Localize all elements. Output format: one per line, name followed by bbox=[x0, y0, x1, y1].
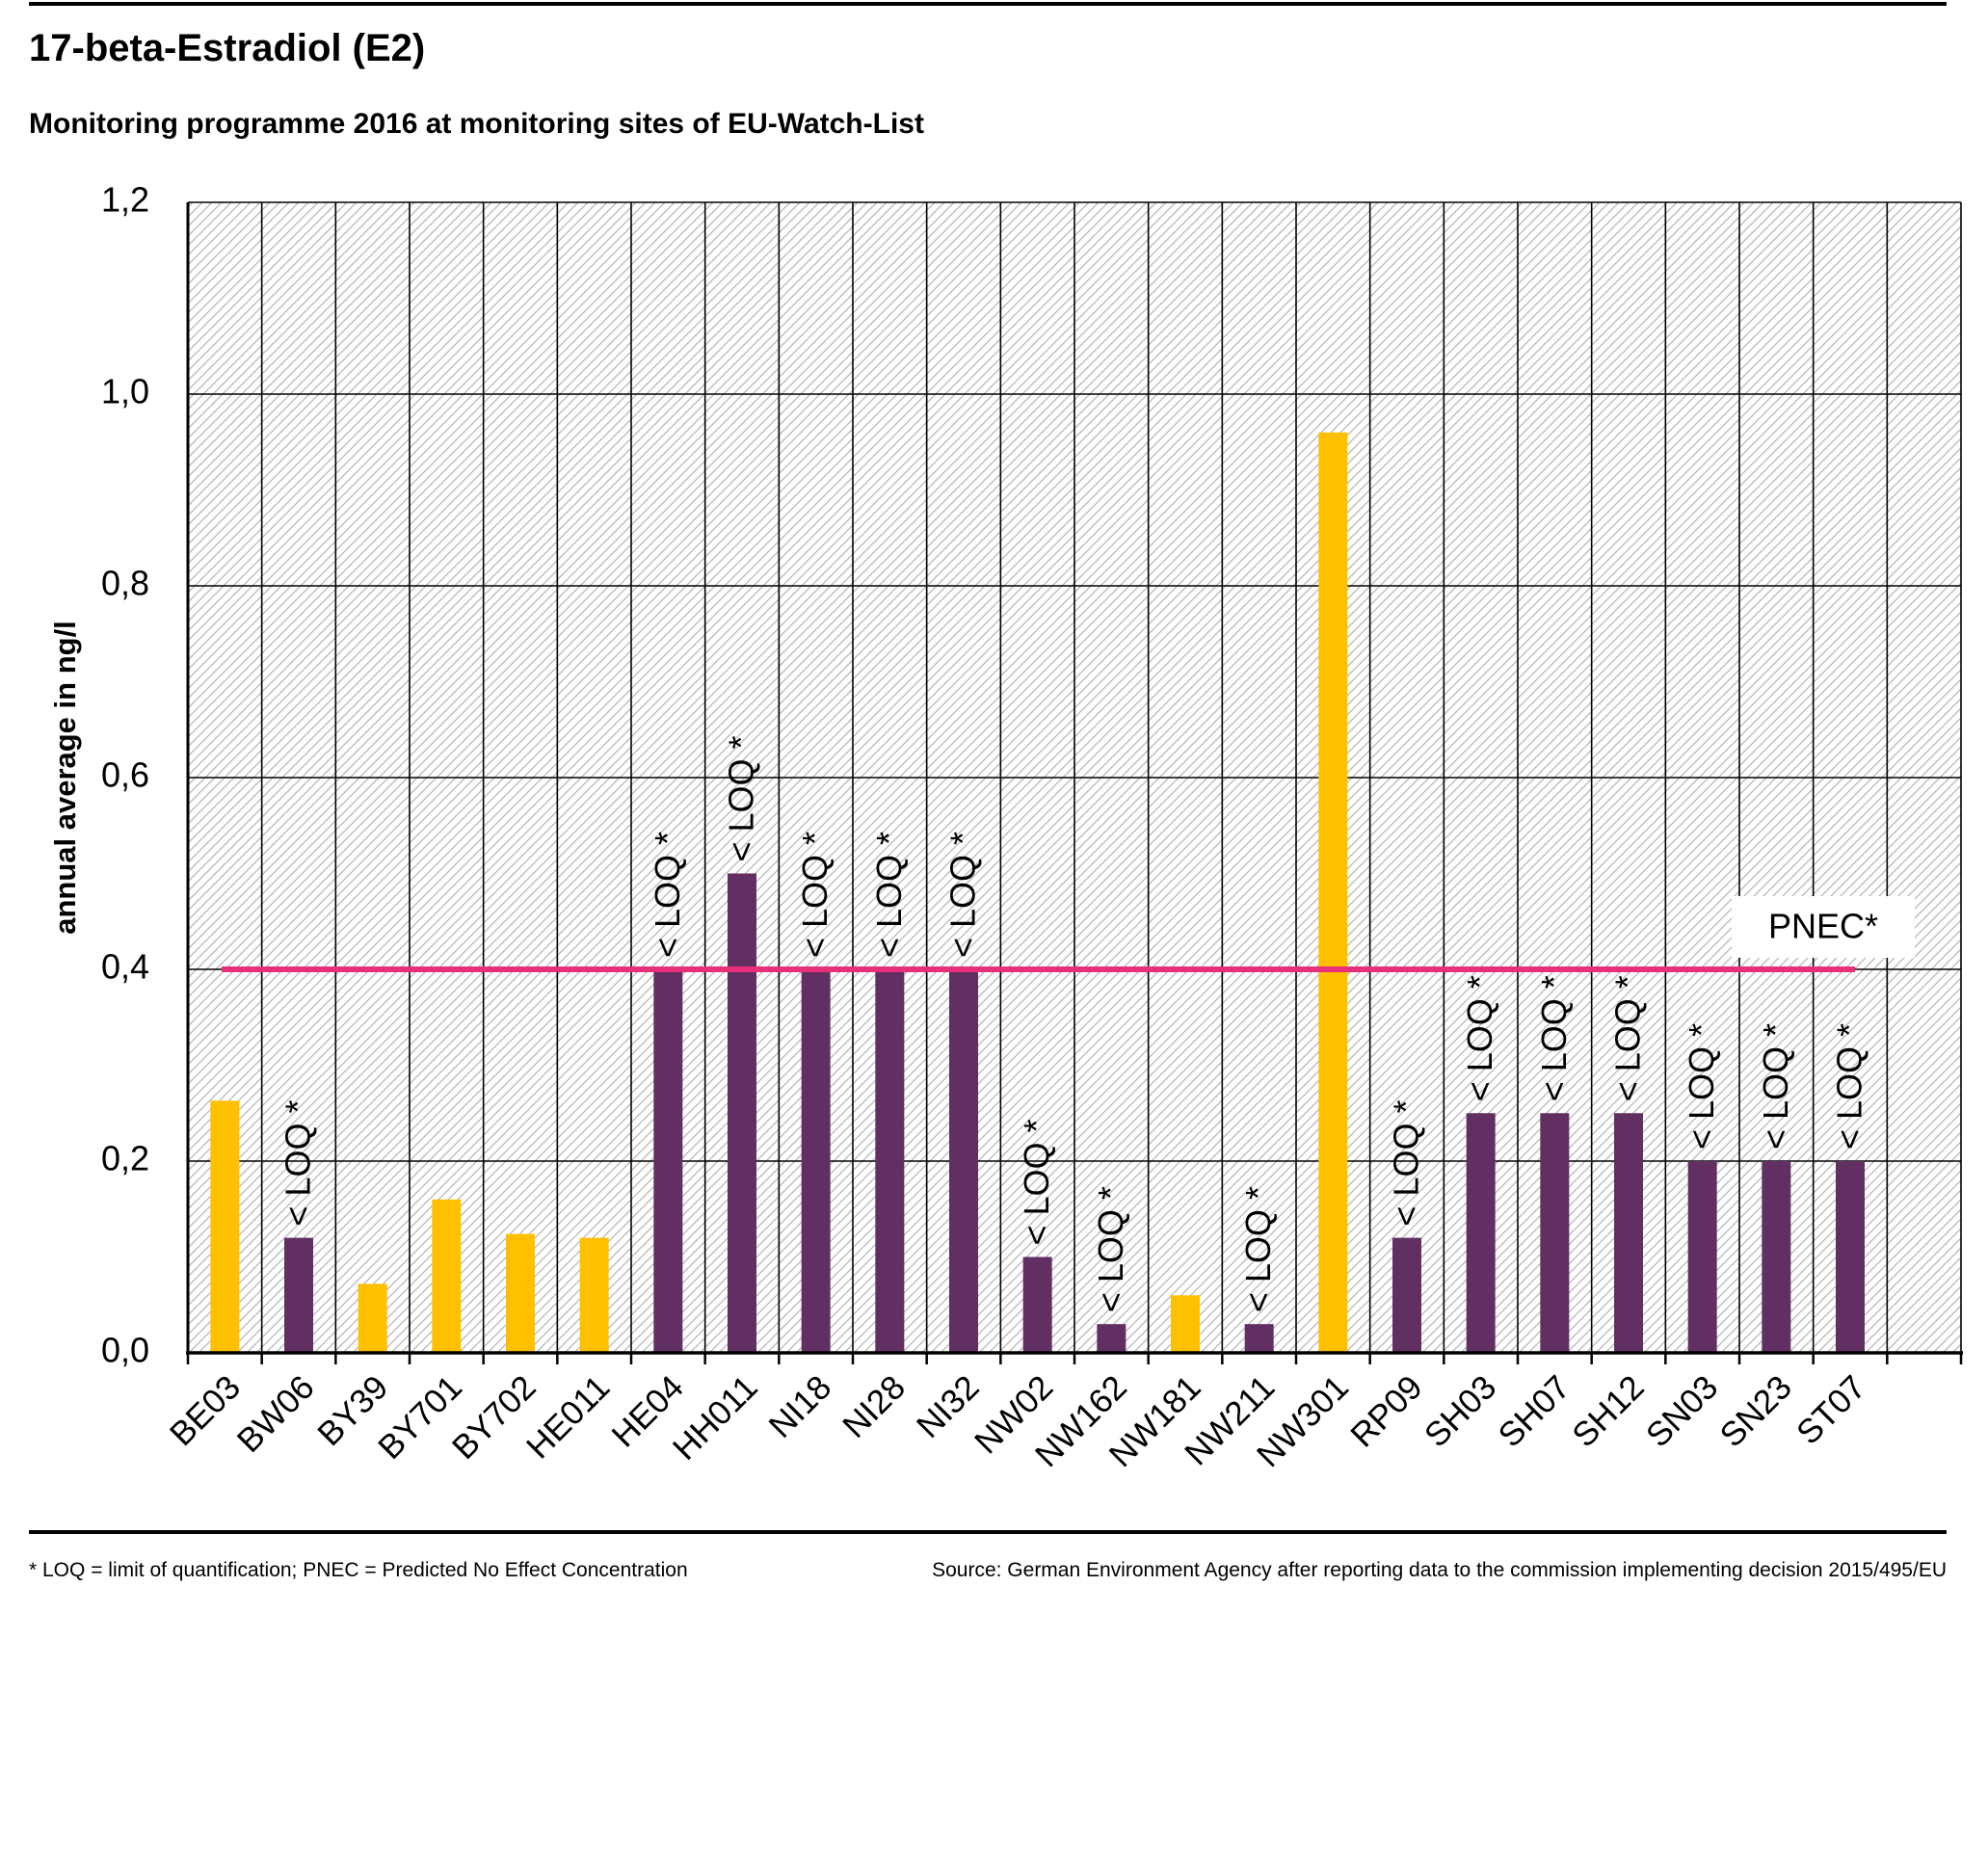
y-tick-label: 1,2 bbox=[101, 180, 149, 220]
x-tick-label-bw06: BW06 bbox=[230, 1368, 322, 1460]
bar-he04 bbox=[653, 969, 683, 1353]
x-tick-label-sh03: SH03 bbox=[1418, 1368, 1503, 1454]
chart-subtitle: Monitoring programme 2016 at monitoring … bbox=[29, 108, 924, 140]
loq-label: < LOQ * bbox=[869, 832, 909, 958]
bar-sh03 bbox=[1466, 1113, 1496, 1353]
loq-label: < LOQ * bbox=[278, 1100, 318, 1227]
top-rule bbox=[29, 2, 1947, 6]
loq-label: < LOQ * bbox=[648, 832, 687, 958]
bar-rp09 bbox=[1392, 1237, 1421, 1353]
bar-sn03 bbox=[1687, 1161, 1717, 1353]
loq-labels: < LOQ * < LOQ * < LOQ * < LOQ * < LOQ * < LOQ… bbox=[278, 735, 1869, 1312]
loq-label: < LOQ * bbox=[1608, 975, 1648, 1101]
bar-nw162 bbox=[1097, 1324, 1127, 1353]
bar-nw211 bbox=[1244, 1324, 1274, 1353]
bar-he011 bbox=[579, 1237, 609, 1353]
y-tick-labels: 0,0 0,2 0,4 0,6 0,8 1,0 1,2 bbox=[101, 180, 149, 1370]
bar-hh011 bbox=[728, 873, 756, 1353]
loq-label: < LOQ * bbox=[943, 832, 983, 958]
bar-be03 bbox=[210, 1100, 240, 1353]
y-tick-label: 0,2 bbox=[101, 1139, 149, 1178]
x-tick-label-rp09: RP09 bbox=[1343, 1368, 1429, 1454]
y-tick-label: 0,6 bbox=[101, 755, 149, 795]
bar-st07 bbox=[1836, 1161, 1865, 1353]
bar-nw181 bbox=[1171, 1295, 1200, 1353]
source-note: Source: German Environment Agency after … bbox=[932, 1559, 1947, 1581]
x-tick-label-be03: BE03 bbox=[163, 1368, 248, 1453]
x-tick-label-hh011: HH011 bbox=[666, 1368, 765, 1468]
x-tick-label-sh07: SH07 bbox=[1491, 1368, 1577, 1454]
bar-sn23 bbox=[1762, 1161, 1791, 1353]
bar-nw301 bbox=[1318, 432, 1348, 1353]
loq-label: < LOQ * bbox=[1238, 1186, 1278, 1312]
loq-label: < LOQ * bbox=[1682, 1023, 1721, 1150]
grid-lines bbox=[187, 201, 1962, 1354]
loq-label: < LOQ * bbox=[1756, 1023, 1795, 1150]
x-tick-label-sn23: SN23 bbox=[1712, 1368, 1798, 1454]
bar-by39 bbox=[358, 1283, 387, 1353]
x-tick-label-he011: HE011 bbox=[519, 1368, 617, 1466]
x-tick-label-ni28: NI28 bbox=[835, 1368, 913, 1445]
pnec-label-box bbox=[1732, 896, 1915, 958]
bar-ni32 bbox=[949, 969, 978, 1353]
bar-by702 bbox=[506, 1233, 535, 1353]
loq-label: < LOQ * bbox=[795, 832, 835, 958]
loq-label: < LOQ * bbox=[1387, 1100, 1426, 1227]
axes bbox=[186, 202, 1963, 1364]
loq-label: < LOQ * bbox=[1534, 975, 1574, 1101]
x-tick-label-by702: BY702 bbox=[445, 1368, 543, 1467]
y-tick-label: 0,4 bbox=[101, 947, 149, 987]
bar-nw02 bbox=[1022, 1256, 1052, 1353]
loq-label: < LOQ * bbox=[722, 735, 761, 861]
y-tick-label: 0,0 bbox=[101, 1331, 149, 1370]
bar-by701 bbox=[432, 1199, 462, 1353]
bar-sh07 bbox=[1540, 1113, 1570, 1353]
x-tick-label-by701: BY701 bbox=[371, 1368, 469, 1467]
footnote: * LOQ = limit of quantification; PNEC = … bbox=[29, 1559, 688, 1581]
chart-title: 17-beta-Estradiol (E2) bbox=[29, 27, 426, 69]
bar-ni28 bbox=[875, 969, 905, 1353]
y-tick-label: 0,8 bbox=[101, 564, 149, 603]
loq-label: < LOQ * bbox=[1830, 1023, 1869, 1150]
x-tick-label-sh12: SH12 bbox=[1565, 1368, 1651, 1454]
bottom-rule bbox=[29, 1530, 1947, 1534]
loq-label: < LOQ * bbox=[1460, 975, 1499, 1101]
bar-ni18 bbox=[801, 969, 831, 1353]
bar-sh12 bbox=[1614, 1113, 1643, 1353]
x-tick-label-ni18: NI18 bbox=[761, 1368, 838, 1445]
x-tick-label-sn03: SN03 bbox=[1639, 1368, 1725, 1454]
bar-bw06 bbox=[284, 1237, 313, 1353]
loq-label: < LOQ * bbox=[1017, 1119, 1056, 1245]
bars bbox=[210, 432, 1865, 1353]
y-axis-label: annual average in ng/l bbox=[48, 621, 82, 935]
x-tick-label-st07: ST07 bbox=[1789, 1368, 1873, 1452]
y-tick-label: 1,0 bbox=[101, 372, 149, 411]
loq-label: < LOQ * bbox=[1091, 1186, 1130, 1312]
x-tick-labels: BE03BW06BY39BY701BY702HE011HE04HH011NI18… bbox=[163, 1368, 1873, 1474]
pnec-label: PNEC* bbox=[1768, 907, 1878, 946]
